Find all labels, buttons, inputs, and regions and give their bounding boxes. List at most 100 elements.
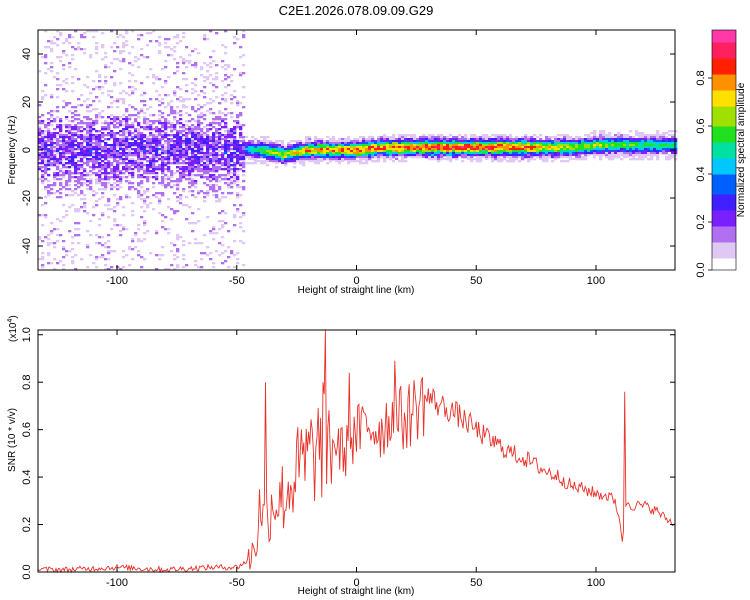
spectrogram-cell bbox=[461, 152, 465, 155]
spectrogram-cell bbox=[413, 150, 417, 153]
spectrogram-cell bbox=[122, 44, 126, 47]
spectrogram-cell bbox=[293, 158, 297, 161]
spectrogram-cell bbox=[512, 160, 516, 163]
spectrogram-cell bbox=[122, 168, 126, 171]
spectrogram-cell bbox=[500, 148, 504, 151]
spectrogram-cell bbox=[236, 196, 240, 199]
spectrogram-cell bbox=[98, 170, 102, 173]
spectrogram-cell bbox=[122, 162, 126, 165]
spectrogram-y-tick-label: -20 bbox=[21, 190, 33, 206]
spectrogram-cell bbox=[281, 152, 285, 155]
spectrogram-cell bbox=[278, 146, 282, 149]
spectrogram-cell bbox=[587, 150, 591, 153]
spectrogram-cell bbox=[164, 152, 168, 155]
spectrogram-cell bbox=[275, 144, 279, 147]
spectrogram-cell bbox=[221, 220, 225, 223]
spectrogram-cell bbox=[563, 144, 567, 147]
spectrogram-cell bbox=[416, 154, 420, 157]
spectrogram-cell bbox=[635, 140, 639, 143]
spectrogram-cell bbox=[62, 42, 66, 45]
spectrogram-cell bbox=[593, 134, 597, 137]
spectrogram-cell bbox=[350, 156, 354, 159]
spectrogram-cell bbox=[197, 148, 201, 151]
spectrogram-cell bbox=[125, 120, 129, 123]
spectrogram-cell bbox=[491, 152, 495, 155]
spectrogram-cell bbox=[140, 150, 144, 153]
spectrogram-cell bbox=[224, 158, 228, 161]
spectrogram-cell bbox=[218, 160, 222, 163]
spectrogram-cell bbox=[593, 138, 597, 141]
spectrogram-cell bbox=[284, 152, 288, 155]
spectrogram-cell bbox=[485, 158, 489, 161]
spectrogram-cell bbox=[401, 156, 405, 159]
spectrogram-cell bbox=[236, 262, 240, 265]
spectrogram-cell bbox=[77, 176, 81, 179]
spectrogram-cell bbox=[86, 122, 90, 125]
spectrogram-cell bbox=[197, 120, 201, 123]
spectrogram-cell bbox=[137, 130, 141, 133]
spectrogram-cell bbox=[359, 156, 363, 159]
spectrogram-cell bbox=[431, 144, 435, 147]
spectrogram-cell bbox=[134, 232, 138, 235]
spectrogram-cell bbox=[44, 72, 48, 75]
spectrogram-cell bbox=[146, 56, 150, 59]
spectrogram-cell bbox=[137, 34, 141, 37]
spectrogram-cell bbox=[425, 138, 429, 141]
spectrogram-cell bbox=[86, 180, 90, 183]
colorbar-step bbox=[712, 158, 736, 163]
spectrogram-cell bbox=[476, 160, 480, 163]
spectrogram-cell bbox=[77, 118, 81, 121]
spectrogram-cell bbox=[155, 174, 159, 177]
spectrogram-cell bbox=[80, 166, 84, 169]
spectrogram-cell bbox=[470, 134, 474, 137]
spectrogram-cell bbox=[56, 140, 60, 143]
spectrogram-cell bbox=[122, 98, 126, 101]
spectrogram-cell bbox=[89, 152, 93, 155]
spectrogram-cell bbox=[65, 184, 69, 187]
spectrogram-cell bbox=[665, 156, 669, 159]
spectrogram-cell bbox=[431, 146, 435, 149]
spectrogram-cell bbox=[206, 184, 210, 187]
spectrogram-cell bbox=[134, 154, 138, 157]
spectrogram-cell bbox=[77, 134, 81, 137]
spectrogram-cell bbox=[347, 156, 351, 159]
spectrogram-cell bbox=[233, 170, 237, 173]
spectrogram-cell bbox=[212, 154, 216, 157]
spectrogram-cell bbox=[173, 46, 177, 49]
spectrogram-cell bbox=[515, 148, 519, 151]
spectrogram-cell bbox=[128, 126, 132, 129]
spectrogram-cell bbox=[92, 206, 96, 209]
spectrogram-cell bbox=[620, 146, 624, 149]
spectrogram-cell bbox=[137, 194, 141, 197]
spectrogram-cell bbox=[461, 142, 465, 145]
spectrogram-cell bbox=[341, 152, 345, 155]
spectrogram-cell bbox=[101, 212, 105, 215]
spectrogram-cell bbox=[77, 78, 81, 81]
spectrogram-cell bbox=[98, 164, 102, 167]
spectrogram-cell bbox=[428, 134, 432, 137]
spectrogram-cell bbox=[398, 138, 402, 141]
spectrogram-cell bbox=[38, 126, 42, 129]
spectrogram-cell bbox=[317, 140, 321, 143]
spectrogram-cell bbox=[500, 134, 504, 137]
spectrogram-cell bbox=[89, 92, 93, 95]
spectrogram-cell bbox=[335, 148, 339, 151]
spectrogram-cell bbox=[104, 170, 108, 173]
spectrogram-cell bbox=[446, 140, 450, 143]
spectrogram-cell bbox=[227, 256, 231, 259]
spectrogram-cell bbox=[77, 152, 81, 155]
spectrogram-cell bbox=[89, 146, 93, 149]
spectrogram-cell bbox=[374, 140, 378, 143]
spectrogram-cell bbox=[227, 144, 231, 147]
spectrogram-cell bbox=[599, 158, 603, 161]
spectrogram-cell bbox=[188, 140, 192, 143]
spectrogram-cell bbox=[182, 240, 186, 243]
spectrogram-cell bbox=[269, 160, 273, 163]
spectrogram-cell bbox=[173, 192, 177, 195]
spectrogram-cell bbox=[293, 162, 297, 165]
spectrogram-cell bbox=[158, 166, 162, 169]
spectrogram-cell bbox=[662, 142, 666, 145]
spectrogram-cell bbox=[575, 144, 579, 147]
spectrogram-cell bbox=[83, 140, 87, 143]
spectrogram-cell bbox=[467, 146, 471, 149]
